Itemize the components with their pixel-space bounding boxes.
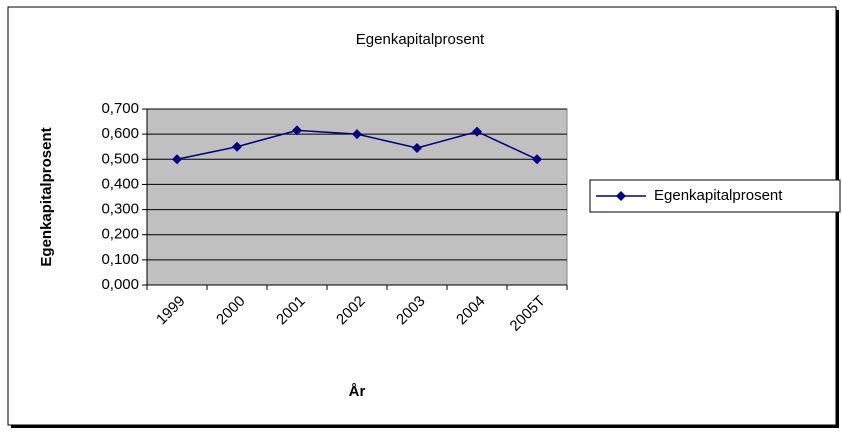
point-marker: [232, 141, 242, 152]
point-marker: [172, 154, 182, 165]
point-marker: [352, 129, 362, 140]
x-axis-label: År: [349, 383, 366, 400]
y-tick-label: 0,400: [101, 175, 139, 192]
y-tick-label: 0,000: [101, 276, 139, 293]
y-tick-label: 0,100: [101, 251, 139, 268]
legend-label: Egenkapitalprosent: [654, 187, 783, 204]
point-marker: [412, 142, 422, 153]
y-tick-label: 0,600: [101, 125, 139, 142]
chart-title: Egenkapitalprosent: [356, 31, 485, 48]
y-tick-label: 0,300: [101, 201, 139, 218]
y-axis-label: Egenkapitalprosent: [38, 127, 55, 266]
y-tick-label: 0,200: [101, 226, 139, 243]
point-marker: [532, 154, 542, 165]
legend-marker: [616, 191, 626, 201]
y-tick-label: 0,500: [101, 150, 139, 167]
point-marker: [292, 125, 302, 136]
y-tick-label: 0,700: [101, 100, 139, 117]
point-marker: [472, 126, 482, 137]
